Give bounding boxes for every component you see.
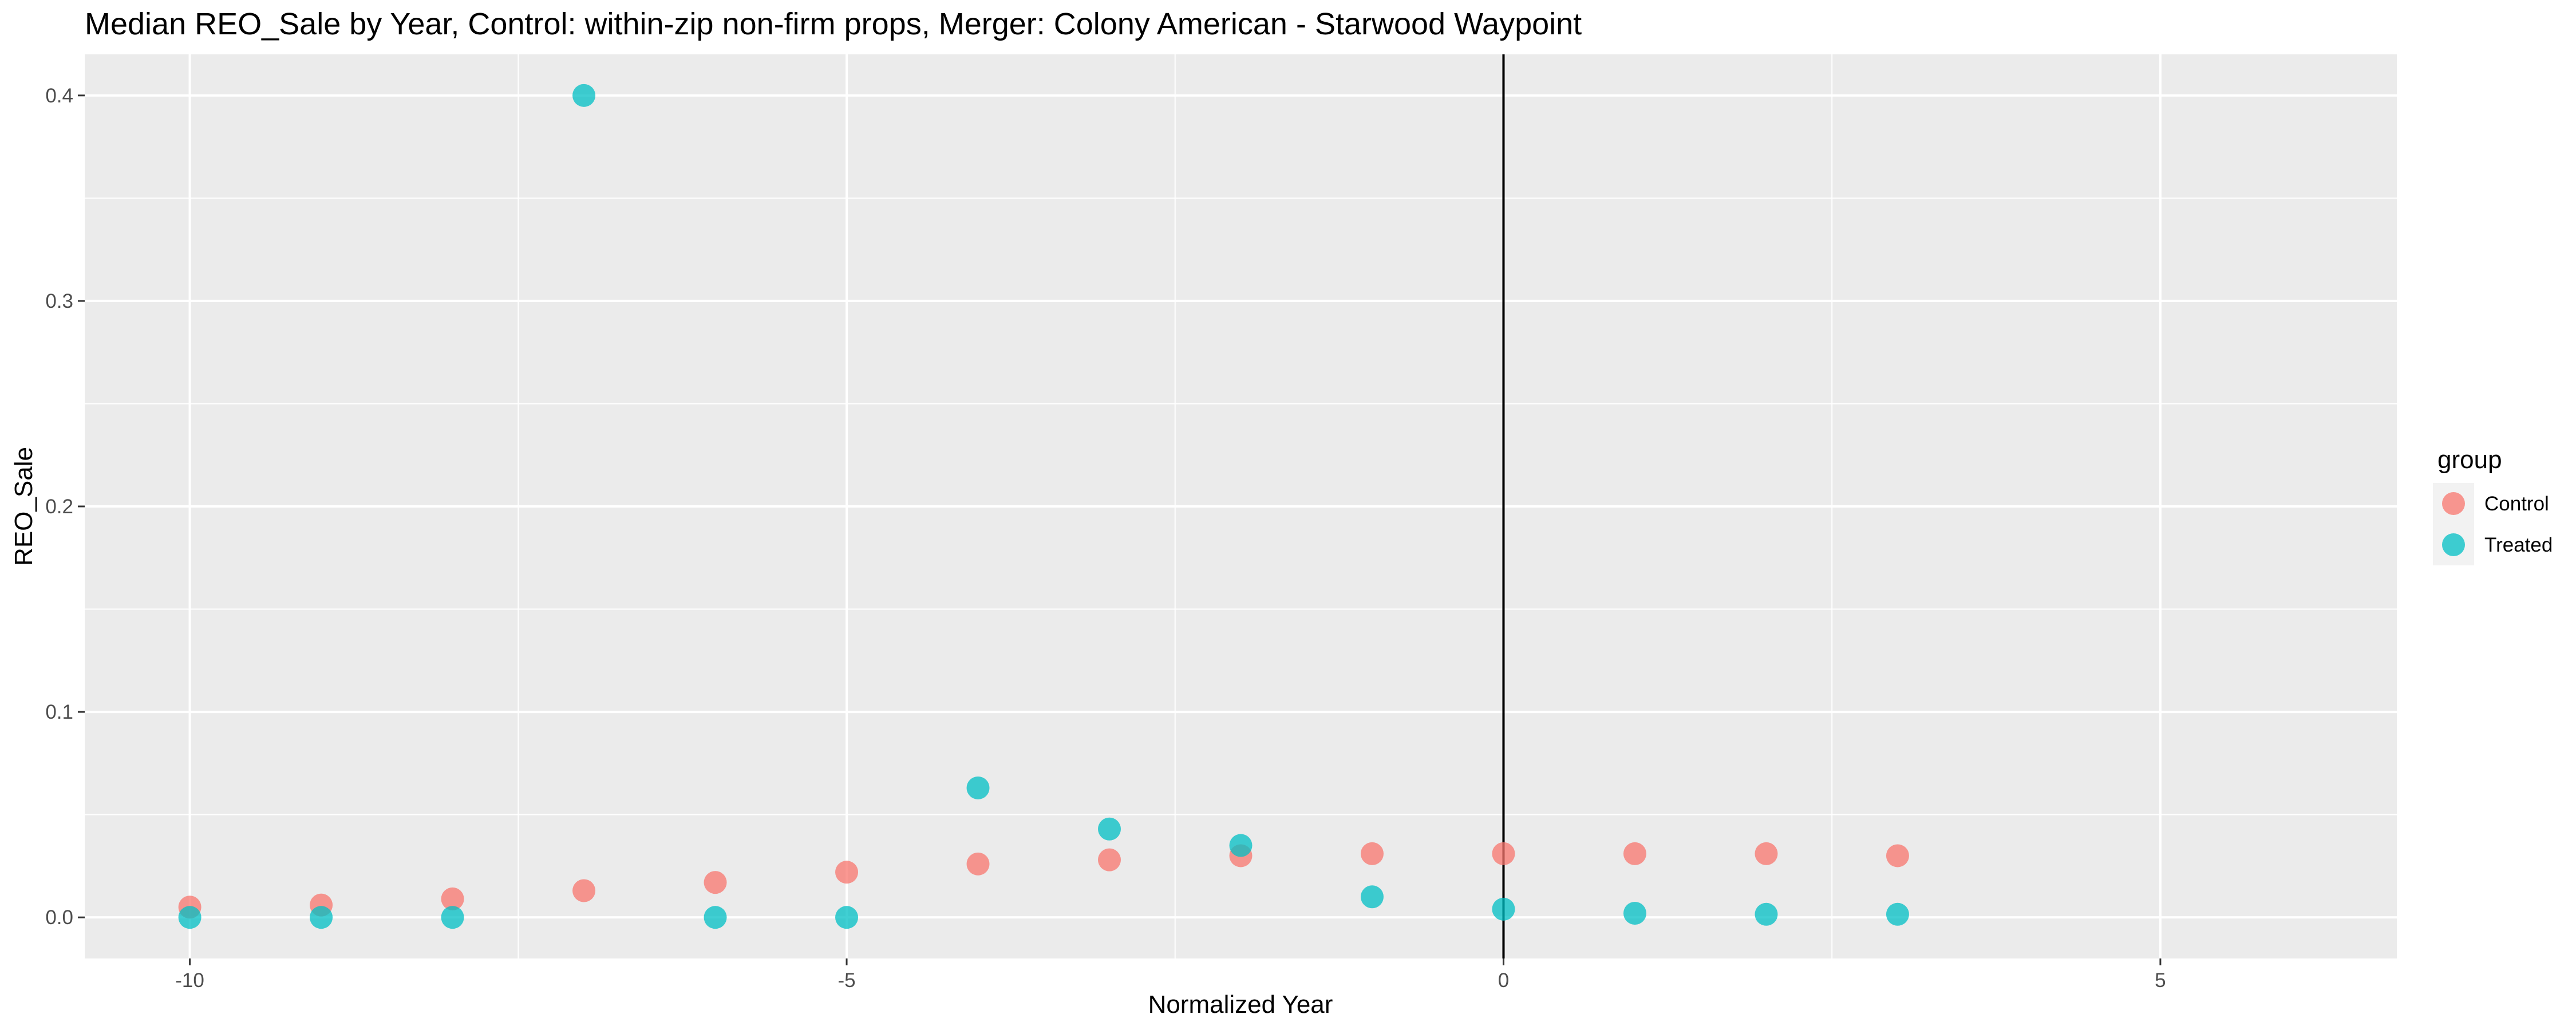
x-tick-label: -5 bbox=[837, 969, 855, 992]
point-control bbox=[1755, 842, 1778, 865]
y-tick-label: 0.1 bbox=[45, 701, 73, 723]
legend-label-treated: Treated bbox=[2484, 534, 2553, 556]
legend-key-control bbox=[2442, 492, 2465, 515]
x-axis-ticks: -10 -5 0 5 bbox=[175, 958, 2166, 992]
point-treated bbox=[1755, 902, 1778, 926]
point-treated bbox=[441, 906, 464, 929]
y-axis-ticks: 0.0 0.1 0.2 0.3 0.4 bbox=[45, 85, 85, 929]
y-tick-label: 0.4 bbox=[45, 85, 73, 107]
point-control bbox=[704, 871, 727, 894]
point-treated bbox=[1098, 817, 1121, 841]
legend-key-treated bbox=[2442, 533, 2465, 556]
point-treated bbox=[1360, 885, 1384, 909]
point-treated bbox=[178, 906, 202, 929]
point-treated bbox=[966, 776, 990, 799]
y-tick-label: 0.0 bbox=[45, 906, 73, 929]
point-control bbox=[1623, 842, 1646, 865]
point-control bbox=[1360, 842, 1384, 865]
point-treated bbox=[835, 906, 859, 929]
y-axis-title: REO_Sale bbox=[10, 447, 38, 566]
point-treated bbox=[1886, 902, 1909, 926]
legend-label-control: Control bbox=[2484, 493, 2549, 515]
data-points bbox=[178, 84, 1909, 929]
point-treated bbox=[1623, 902, 1646, 925]
x-tick-label: 5 bbox=[2155, 969, 2166, 992]
point-control bbox=[835, 861, 859, 884]
chart-title: Median REO_Sale by Year, Control: within… bbox=[85, 7, 1582, 41]
point-control bbox=[1098, 848, 1121, 871]
point-control bbox=[966, 852, 990, 876]
x-tick-label: 0 bbox=[1498, 969, 1509, 992]
point-treated bbox=[704, 906, 727, 929]
point-control bbox=[1886, 844, 1909, 867]
x-axis-title: Normalized Year bbox=[1148, 991, 1333, 1019]
point-treated bbox=[1229, 834, 1253, 857]
point-control bbox=[572, 879, 596, 902]
point-treated bbox=[1492, 897, 1515, 921]
y-tick-label: 0.3 bbox=[45, 290, 73, 312]
y-tick-label: 0.2 bbox=[45, 496, 73, 518]
point-control bbox=[441, 887, 464, 910]
point-treated bbox=[572, 84, 596, 107]
legend-title: group bbox=[2437, 446, 2502, 474]
legend: group Control Treated bbox=[2433, 446, 2553, 565]
point-control bbox=[1492, 842, 1515, 865]
x-tick-label: -10 bbox=[175, 969, 204, 992]
point-treated bbox=[310, 906, 333, 929]
